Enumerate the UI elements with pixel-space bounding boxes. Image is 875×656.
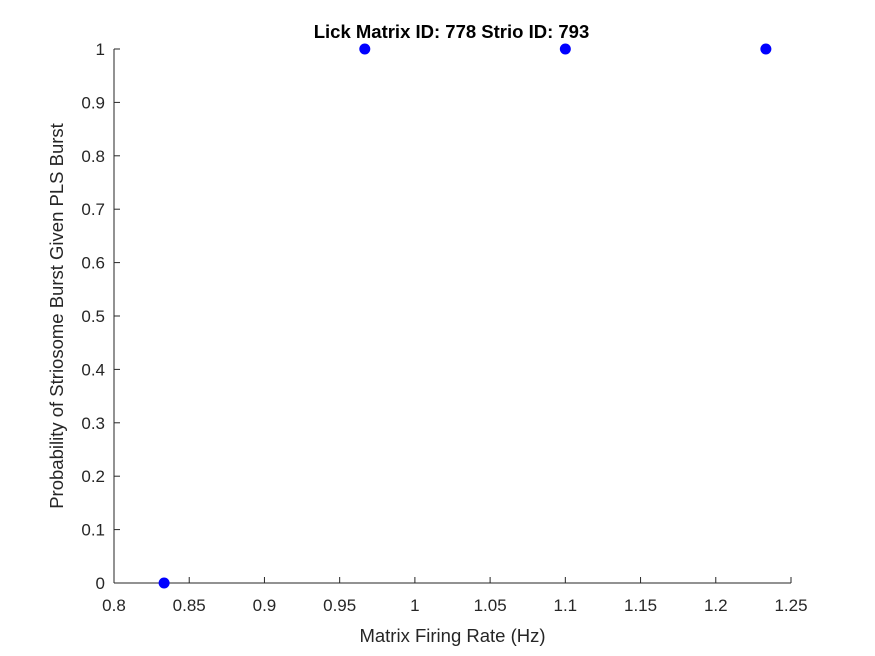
x-tick-label: 0.8 [102, 596, 126, 615]
x-tick-label: 1 [410, 596, 419, 615]
data-point [760, 43, 772, 55]
data-points [158, 43, 772, 589]
x-tick-label: 1.05 [474, 596, 507, 615]
y-tick-label: 0.7 [81, 200, 105, 219]
y-tick-label: 0.8 [81, 147, 105, 166]
x-tick-label: 0.95 [323, 596, 356, 615]
data-point [359, 43, 371, 55]
x-tick-label: 0.9 [253, 596, 277, 615]
x-tick-label: 1.1 [554, 596, 578, 615]
y-tick-label: 0.1 [81, 521, 105, 540]
x-tick-label: 0.85 [173, 596, 206, 615]
y-tick-label: 0.4 [81, 360, 105, 379]
x-tick-label: 1.15 [624, 596, 657, 615]
axes [113, 49, 791, 584]
x-axis-label: Matrix Firing Rate (Hz) [359, 625, 545, 646]
x-tick-label: 1.25 [774, 596, 807, 615]
data-point [158, 577, 170, 589]
y-tick-label: 0.9 [81, 93, 105, 112]
y-tick-label: 0.3 [81, 414, 105, 433]
y-tick-label: 0.2 [81, 467, 105, 486]
y-ticks: 0 0.1 0.2 0.3 0.4 0.5 0.6 0.7 0.8 0.9 1 [81, 40, 120, 593]
y-axis-label: Probability of Striosome Burst Given PLS… [46, 123, 67, 509]
y-tick-label: 0.5 [81, 307, 105, 326]
data-point [559, 43, 571, 55]
x-tick-label: 1.2 [704, 596, 728, 615]
y-tick-label: 1 [96, 40, 105, 59]
chart-title: Lick Matrix ID: 778 Strio ID: 793 [314, 21, 590, 42]
y-tick-label: 0.6 [81, 254, 105, 273]
x-ticks: 0.8 0.85 0.9 0.95 1 1.05 1.1 1.15 1.2 1.25 [102, 577, 808, 615]
y-tick-label: 0 [96, 574, 105, 593]
